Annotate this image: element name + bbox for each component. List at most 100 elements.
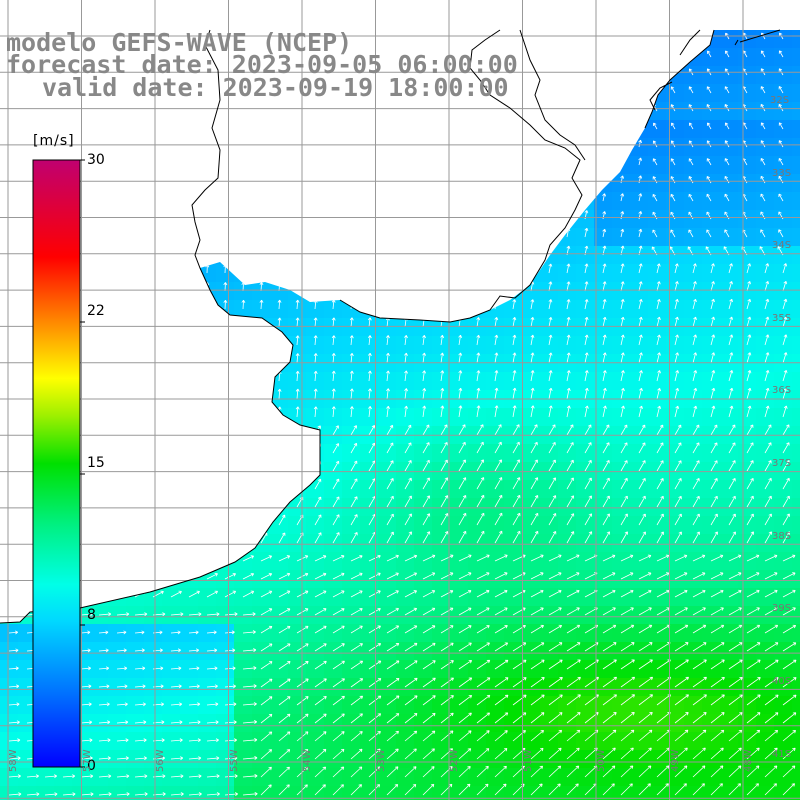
wind-arrow [440, 660, 454, 670]
wind-speed-cell [396, 138, 414, 156]
wind-speed-cell [486, 210, 504, 228]
wind-arrow [638, 370, 643, 382]
wind-speed-cell [432, 282, 450, 300]
wind-arrow [566, 694, 581, 706]
wind-arrow [602, 554, 616, 562]
wind-arrow [512, 477, 521, 490]
wind-arrow [368, 643, 382, 652]
wind-arrow [98, 515, 105, 526]
wind-arrow [782, 495, 790, 508]
wind-speed-cell [792, 660, 800, 678]
wind-arrow [314, 608, 327, 616]
wind-speed-cell [216, 552, 234, 570]
wind-speed-cell [0, 372, 18, 390]
wind-speed-cell [126, 444, 144, 462]
wind-arrow [494, 512, 503, 526]
wind-arrow [24, 140, 29, 148]
wind-arrow [134, 666, 146, 671]
wind-arrow [187, 317, 192, 328]
wind-arrow [688, 193, 694, 202]
wind-arrow [728, 387, 734, 400]
wind-arrow [602, 405, 607, 418]
wind-arrow [134, 756, 147, 761]
wind-arrow [60, 104, 65, 112]
wind-arrow [638, 263, 643, 274]
wind-arrow [728, 370, 734, 382]
wind-arrow [494, 589, 508, 598]
wind-arrow [620, 122, 624, 130]
wind-arrow [314, 514, 322, 526]
wind-speed-cell [540, 210, 558, 228]
wind-speed-cell [396, 300, 414, 318]
wind-arrow [134, 532, 142, 544]
wind-arrow [350, 678, 364, 688]
wind-arrow [746, 424, 754, 436]
wind-speed-cell [216, 372, 234, 390]
wind-speed-cell [792, 318, 800, 336]
wind-arrow [97, 318, 101, 328]
wind-arrow [367, 139, 372, 148]
wind-arrow [620, 299, 625, 310]
wind-arrow [692, 747, 706, 760]
wind-arrow [746, 334, 752, 346]
wind-arrow [403, 139, 408, 148]
wind-speed-cell [198, 372, 216, 390]
wind-arrow [652, 158, 658, 166]
wind-arrow [241, 175, 246, 184]
wind-speed-cell [378, 102, 396, 120]
wind-arrow [584, 405, 589, 418]
wind-speed-cell [540, 66, 558, 84]
wind-arrow [116, 532, 124, 544]
wind-speed-cell [252, 336, 270, 354]
wind-arrow [278, 572, 291, 580]
wind-arrow [760, 229, 766, 238]
wind-arrow [331, 406, 336, 418]
wind-arrow [692, 694, 707, 706]
wind-speed-cell [234, 192, 252, 210]
wind-speed-cell [504, 210, 522, 228]
wind-arrow [746, 729, 761, 742]
wind-arrow [620, 405, 625, 418]
wind-speed-cell [162, 534, 180, 552]
wind-arrow [224, 425, 231, 436]
wind-arrow [638, 387, 643, 400]
wind-arrow [169, 157, 174, 166]
wind-arrow [421, 174, 426, 184]
wind-speed-cell [792, 462, 800, 480]
wind-speed-cell [612, 66, 630, 84]
wind-arrow [205, 335, 210, 346]
wind-arrow [8, 792, 22, 797]
wind-arrow [386, 442, 394, 454]
wind-speed-cell [144, 408, 162, 426]
wind-arrow [404, 642, 418, 652]
wind-arrow [98, 720, 111, 725]
wind-speed-cell [468, 282, 486, 300]
wind-arrow [260, 514, 268, 526]
wind-arrow [746, 352, 752, 364]
wind-arrow [439, 121, 444, 130]
wind-arrow [638, 572, 652, 580]
wind-arrow [386, 513, 394, 526]
wind-speed-cell [792, 48, 800, 66]
wind-arrow [476, 424, 484, 436]
lat-label-41s: 41S [772, 749, 792, 760]
wind-arrow [223, 335, 228, 346]
wind-arrow [670, 140, 676, 148]
wind-arrow [313, 335, 318, 346]
wind-speed-cell [108, 264, 126, 282]
wind-arrow [134, 497, 141, 508]
wind-speed-cell [108, 786, 126, 800]
wind-speed-cell [0, 444, 18, 462]
wind-arrow [584, 352, 589, 364]
wind-speed-cell [576, 102, 594, 120]
wind-speed-cell [90, 174, 108, 192]
wind-arrow [80, 612, 94, 617]
wind-arrow [170, 443, 177, 454]
wind-arrow [368, 425, 376, 436]
wind-arrow [151, 157, 156, 166]
wind-arrow [241, 157, 246, 166]
wind-arrow [710, 554, 724, 562]
wind-speed-cell [162, 192, 180, 210]
wind-arrow [259, 388, 264, 400]
wind-arrow [620, 86, 624, 94]
